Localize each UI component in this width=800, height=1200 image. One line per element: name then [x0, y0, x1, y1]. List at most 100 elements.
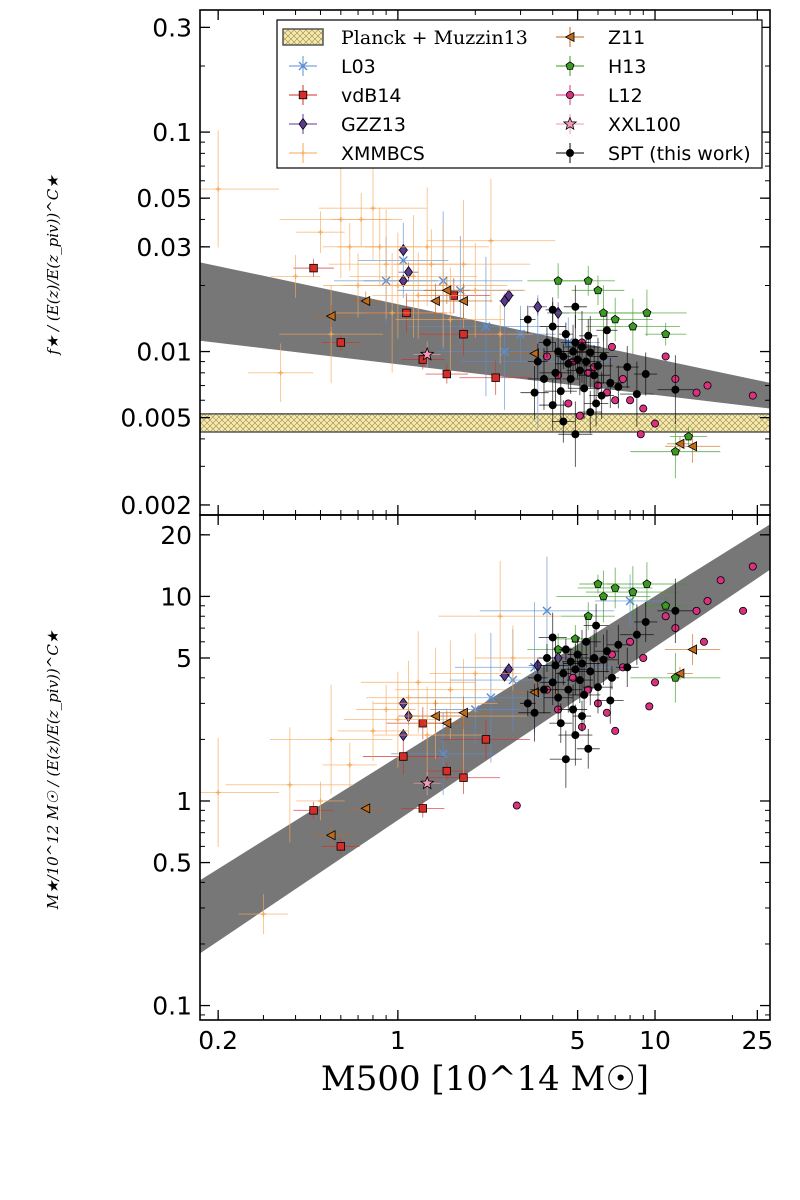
data-point — [278, 370, 284, 376]
data-point — [328, 736, 334, 742]
legend-entry: H13 — [556, 56, 646, 78]
legend-label: H13 — [608, 56, 646, 78]
data-point — [687, 441, 697, 452]
data-point — [419, 346, 435, 361]
data-point — [491, 373, 500, 382]
legend-label: L12 — [608, 85, 643, 107]
y-tick-label: 0.5 — [152, 849, 192, 878]
data-point — [360, 295, 371, 307]
data-point — [571, 338, 580, 347]
legend-label: L03 — [341, 56, 376, 78]
data-point — [441, 285, 452, 296]
data-point — [582, 637, 591, 646]
data-point — [458, 295, 468, 307]
data-point — [551, 368, 560, 377]
y-tick-label: 5 — [176, 644, 192, 673]
data-point — [593, 579, 603, 588]
data-point — [561, 330, 570, 339]
data-point — [559, 669, 568, 678]
legend-entry: XXL100 — [556, 114, 681, 136]
data-point — [670, 673, 680, 682]
data-point — [569, 347, 578, 356]
data-point — [569, 705, 578, 714]
data-point — [739, 606, 748, 615]
legend-marker — [565, 61, 575, 70]
data-point — [336, 842, 346, 851]
data-point — [383, 707, 389, 713]
data-point — [533, 300, 543, 313]
data-point — [559, 417, 568, 426]
data-point — [415, 679, 421, 685]
data-point — [584, 331, 593, 340]
legend-entry: L12 — [556, 85, 643, 107]
data-point — [642, 308, 652, 317]
legend-marker — [566, 91, 575, 100]
data-point — [573, 650, 582, 659]
data-point — [607, 673, 616, 682]
data-point — [703, 381, 712, 390]
data-point — [512, 801, 521, 810]
data-point — [610, 314, 620, 324]
data-point — [661, 329, 671, 338]
data-point — [598, 308, 608, 317]
data-point — [636, 430, 645, 439]
data-point — [564, 685, 573, 694]
data-point — [488, 238, 494, 244]
data-point — [661, 601, 671, 610]
panel-bottom-frame — [199, 514, 771, 1021]
legend-label: Z11 — [608, 27, 645, 49]
y-tick-label: 20 — [160, 521, 192, 550]
data-point — [561, 645, 570, 654]
data-point — [554, 693, 563, 702]
data-point — [504, 289, 514, 302]
data-point — [504, 663, 514, 676]
series-spt — [518, 578, 694, 788]
data-point — [406, 695, 412, 701]
y-tick-label: 10 — [160, 582, 192, 611]
data-point — [566, 374, 575, 383]
data-point — [571, 430, 580, 439]
data-point — [590, 371, 599, 380]
data-point — [670, 446, 680, 456]
data-point — [628, 321, 638, 331]
data-point — [548, 401, 557, 410]
x-tick-label: 1 — [390, 1026, 406, 1055]
data-point — [639, 653, 648, 662]
data-point — [548, 305, 557, 314]
data-point — [548, 633, 557, 642]
y-tick-label: 0.01 — [136, 338, 192, 367]
legend-label: SPT (this work) — [608, 143, 751, 165]
data-point — [539, 685, 548, 694]
x-tick-label: 0.2 — [198, 1026, 238, 1055]
panel-bottom: 20 10 5 1 0.5 0.1 0.2 1 5 10 25 — [152, 514, 773, 1055]
data-point — [553, 276, 563, 285]
data-point — [442, 369, 452, 379]
data-point — [584, 744, 593, 753]
series-xmmbcs — [200, 130, 556, 403]
data-point — [692, 388, 701, 397]
data-point — [606, 378, 615, 387]
legend-marker — [566, 148, 575, 157]
data-point — [553, 644, 563, 654]
data-point — [607, 342, 616, 351]
data-point — [611, 726, 620, 735]
data-point — [542, 653, 551, 662]
data-point — [548, 322, 557, 331]
x-tick-label: 25 — [741, 1026, 773, 1055]
data-point — [570, 634, 580, 643]
legend-marker — [298, 117, 308, 131]
data-point — [539, 374, 548, 383]
data-point — [602, 647, 611, 656]
legend-entry: Planck + Muzzin13 — [282, 27, 528, 49]
data-point — [418, 804, 427, 813]
data-point — [410, 273, 416, 279]
data-point — [564, 399, 573, 408]
data-point — [370, 205, 376, 211]
data-point — [626, 396, 635, 405]
data-point — [716, 576, 725, 585]
data-point — [571, 731, 580, 740]
series-xxl100 — [413, 771, 441, 796]
data-point — [583, 611, 593, 621]
y-tick-label: 0.05 — [136, 184, 192, 213]
data-point — [623, 663, 632, 672]
